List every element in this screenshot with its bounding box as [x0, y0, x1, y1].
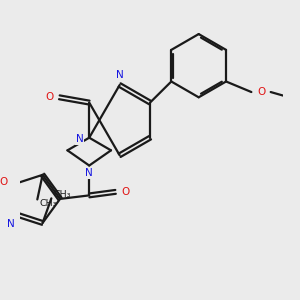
Text: O: O	[257, 87, 265, 97]
Text: N: N	[85, 168, 93, 178]
Text: N: N	[116, 70, 124, 80]
Text: CH₃: CH₃	[39, 199, 57, 208]
Text: O: O	[45, 92, 54, 102]
Text: CH₃: CH₃	[53, 190, 70, 199]
Text: O: O	[0, 177, 7, 187]
Text: N: N	[7, 219, 15, 229]
Text: O: O	[121, 187, 130, 197]
Text: N: N	[76, 134, 83, 145]
